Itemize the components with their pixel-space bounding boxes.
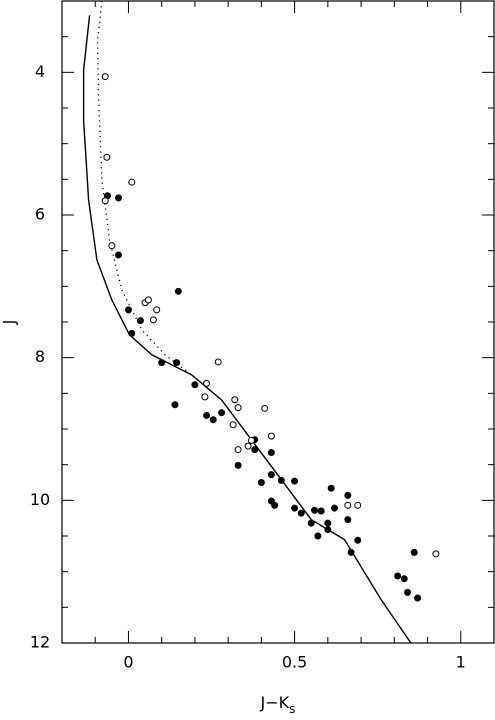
filled-point	[324, 519, 332, 527]
filled-point	[171, 401, 179, 409]
open-point	[432, 550, 440, 558]
filled-point	[218, 409, 226, 417]
filled-point	[307, 519, 315, 527]
filled-point	[114, 194, 122, 202]
open-point	[128, 178, 136, 186]
filled-point	[234, 461, 242, 469]
open-point	[203, 379, 211, 387]
open-point	[153, 306, 161, 314]
open-point	[244, 442, 252, 450]
filled-point	[128, 329, 136, 337]
x-tick-label: 1	[456, 653, 466, 672]
filled-point	[410, 548, 418, 556]
open-point	[214, 358, 222, 366]
filled-point	[114, 251, 122, 259]
x-axis-label-sub: s	[289, 702, 295, 716]
filled-point	[330, 504, 338, 512]
open-point	[101, 197, 109, 205]
filled-point	[277, 476, 285, 484]
y-tick-label: 4	[35, 62, 45, 81]
filled-point	[314, 532, 322, 540]
filled-point	[173, 359, 181, 367]
filled-point	[344, 491, 352, 499]
x-tick-label: 0	[123, 653, 133, 672]
open-point	[247, 436, 255, 444]
filled-point	[251, 446, 259, 454]
filled-point	[124, 306, 132, 314]
filled-point	[297, 509, 305, 517]
filled-point	[347, 548, 355, 556]
dotted-line	[96, 0, 192, 376]
filled-point	[324, 526, 332, 534]
solid-line	[82, 15, 412, 644]
filled-point	[354, 536, 362, 544]
filled-point	[291, 477, 299, 485]
open-point	[103, 153, 111, 161]
open-point	[101, 73, 109, 81]
open-point	[344, 501, 352, 509]
y-tick-label: 12	[30, 633, 50, 652]
open-point	[149, 316, 157, 324]
open-point	[267, 432, 275, 440]
plot-frame	[61, 0, 495, 644]
filled-point	[404, 588, 412, 596]
filled-point	[174, 287, 182, 295]
y-tick-label: 8	[35, 347, 45, 366]
filled-point	[203, 411, 211, 419]
filled-point	[136, 317, 144, 325]
open-point	[201, 393, 209, 401]
x-axis-label: J−Ks	[260, 693, 296, 716]
y-tick-label: 6	[35, 205, 45, 224]
open-point	[231, 396, 239, 404]
filled-point	[271, 501, 279, 509]
filled-point	[317, 507, 325, 515]
filled-point	[311, 506, 319, 514]
filled-point	[191, 381, 199, 389]
x-axis-label-main: J−K	[260, 693, 290, 712]
open-point	[261, 404, 269, 412]
filled-point	[344, 516, 352, 524]
filled-point	[267, 449, 275, 457]
y-axis-label: J	[0, 320, 19, 326]
open-point	[229, 421, 237, 429]
filled-point	[400, 575, 408, 583]
filled-point	[158, 359, 166, 367]
filled-point	[327, 484, 335, 492]
y-tick-label: 10	[30, 490, 50, 509]
filled-point	[394, 572, 402, 580]
open-point	[144, 296, 152, 304]
open-point	[234, 404, 242, 412]
filled-point	[209, 416, 217, 424]
open-point	[108, 242, 116, 250]
filled-point	[414, 594, 422, 602]
filled-point	[257, 479, 265, 486]
filled-point	[291, 504, 299, 512]
x-tick-label: 0.5	[282, 653, 307, 672]
filled-point	[267, 471, 275, 479]
open-point	[354, 501, 362, 509]
open-point	[234, 446, 242, 454]
